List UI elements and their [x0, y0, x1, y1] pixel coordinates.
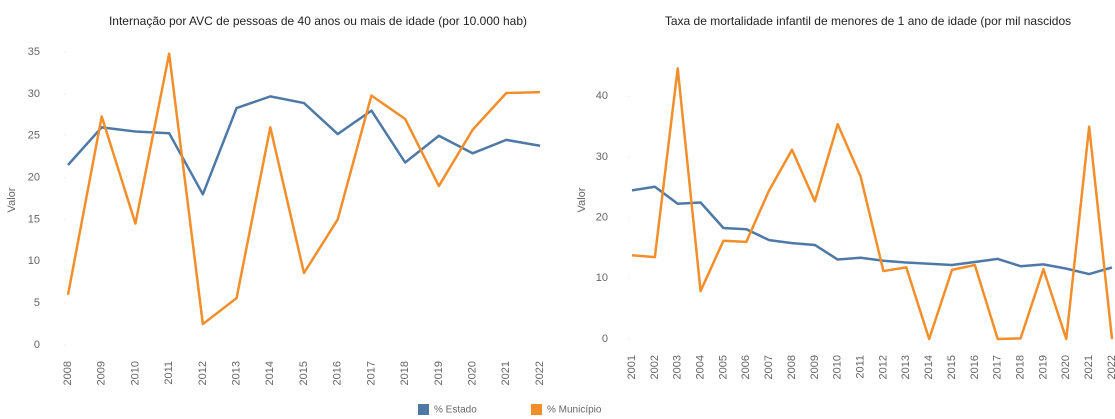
x-tick-label: 2016	[332, 361, 344, 385]
x-tick-label: 2012	[877, 355, 889, 379]
y-tick-label: 15	[28, 213, 40, 225]
y-tick-label: 0	[34, 339, 40, 351]
x-tick-label: 2007	[763, 355, 775, 379]
series-line	[66, 52, 541, 326]
x-tick-label: 2013	[900, 355, 912, 379]
x-tick-label: 2014	[923, 355, 935, 379]
x-tick-label: 2017	[365, 361, 377, 385]
x-tick-label: 2011	[854, 355, 866, 379]
legend-label: % Estado	[434, 405, 477, 416]
x-tick-label: 2012	[197, 361, 209, 385]
x-tick-label: 2003	[672, 355, 684, 379]
x-tick-label: 2011	[163, 361, 175, 385]
x-tick-label: 2021	[1083, 355, 1095, 379]
y-tick-label: 20	[596, 212, 608, 224]
y-tick-label: 35	[28, 46, 40, 58]
x-tick-label: 2005	[717, 355, 729, 379]
x-tick-label: 2002	[649, 355, 661, 379]
x-tick-label: 2018	[1014, 355, 1026, 379]
y-tick-label: 10	[596, 272, 608, 284]
x-tick-label: 2015	[946, 355, 958, 379]
x-tick-label: 2008	[62, 361, 74, 385]
x-tick-label: 2021	[500, 361, 512, 385]
x-tick-label: 2013	[230, 361, 242, 385]
y-tick-label: 30	[596, 151, 608, 163]
y-axis-label: Valor	[6, 187, 18, 212]
legend-label: % Município	[547, 405, 602, 416]
y-tick-label: 20	[28, 171, 40, 183]
x-tick-label: 2014	[264, 361, 276, 385]
x-tick-label: 2006	[740, 355, 752, 379]
chart-title: Taxa de mortalidade infantil de menores …	[665, 14, 1071, 28]
x-tick-label: 2017	[992, 355, 1004, 379]
x-tick-label: 2009	[96, 361, 108, 385]
x-tick-label: 2016	[969, 355, 981, 379]
x-tick-label: 2004	[694, 355, 706, 379]
series-line	[67, 95, 541, 196]
y-tick-label: 40	[596, 90, 608, 102]
x-tick-label: 2018	[399, 361, 411, 385]
x-tick-label: 2015	[298, 361, 310, 385]
y-tick-label: 5	[34, 297, 40, 309]
x-tick-label: 2022	[534, 361, 546, 385]
x-tick-label: 2010	[832, 355, 844, 379]
legend-swatch	[418, 404, 429, 415]
x-tick-label: 2020	[466, 361, 478, 385]
y-tick-label: 25	[28, 130, 40, 142]
y-tick-label: 10	[28, 255, 40, 267]
y-axis-label: Valor	[576, 187, 588, 212]
x-tick-label: 2009	[809, 355, 821, 379]
legend-swatch	[531, 404, 542, 415]
x-tick-label: 2010	[129, 361, 141, 385]
x-tick-label: 2022	[1106, 355, 1115, 379]
y-tick-label: 0	[602, 333, 608, 345]
series-line	[631, 185, 1113, 276]
x-tick-label: 2019	[433, 361, 445, 385]
x-tick-label: 2019	[1037, 355, 1049, 379]
chart-title: Internação por AVC de pessoas de 40 anos…	[109, 14, 527, 28]
x-tick-label: 2001	[626, 355, 638, 379]
x-tick-label: 2008	[786, 355, 798, 379]
series-line	[631, 67, 1114, 341]
x-tick-label: 2020	[1060, 355, 1072, 379]
y-tick-label: 30	[28, 88, 40, 100]
